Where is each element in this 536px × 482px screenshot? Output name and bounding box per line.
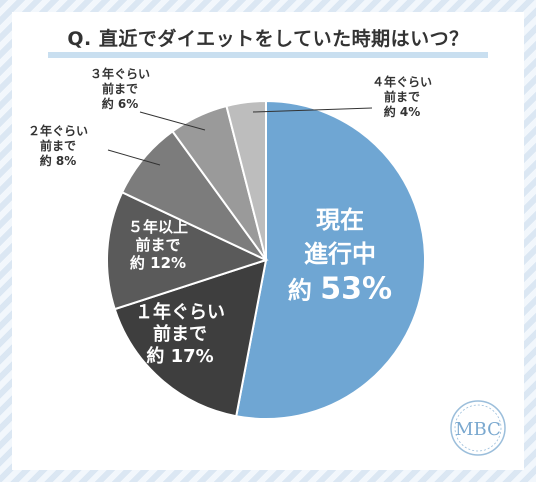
slice-label: 前まで [384, 89, 420, 104]
chart-title: Q. 直近でダイエットをしていた時期はいつ？ [67, 28, 469, 50]
slice-label: ２年ぐらい [28, 123, 88, 138]
slice-value-label: 約 6% [102, 96, 139, 111]
logo-text: MBC [455, 419, 501, 440]
pie-slice [106, 190, 269, 311]
mbc-logo: MBC [450, 400, 506, 456]
pie-slices [106, 99, 426, 420]
slice-label: ５年以上 [128, 218, 188, 236]
slice-value-label: 約 8% [40, 153, 77, 168]
slice-label: 前まで [102, 81, 138, 96]
slice-value-label: 約 53% [288, 271, 392, 306]
slice-label: 前まで [153, 323, 207, 345]
slice-value-label: 約 17% [146, 345, 213, 367]
leader-line [107, 149, 161, 166]
slice-label: 現在 [316, 206, 364, 234]
leader-line [139, 111, 206, 131]
slice-value-label: 約 4% [384, 104, 421, 119]
slice-label: 進行中 [304, 240, 376, 268]
slice-label: １年ぐらい [135, 301, 225, 323]
slice-label: 前まで [135, 236, 180, 254]
title-underline [48, 52, 488, 58]
slice-label: ３年ぐらい [90, 66, 150, 81]
slice-label: ４年ぐらい [372, 74, 432, 89]
slice-label: 前まで [40, 138, 76, 153]
slice-value-label: 約 12% [130, 254, 186, 272]
pie-slice [113, 258, 268, 418]
pie-slice [235, 99, 426, 420]
pie-slice [225, 99, 267, 261]
leader-line [252, 107, 373, 113]
